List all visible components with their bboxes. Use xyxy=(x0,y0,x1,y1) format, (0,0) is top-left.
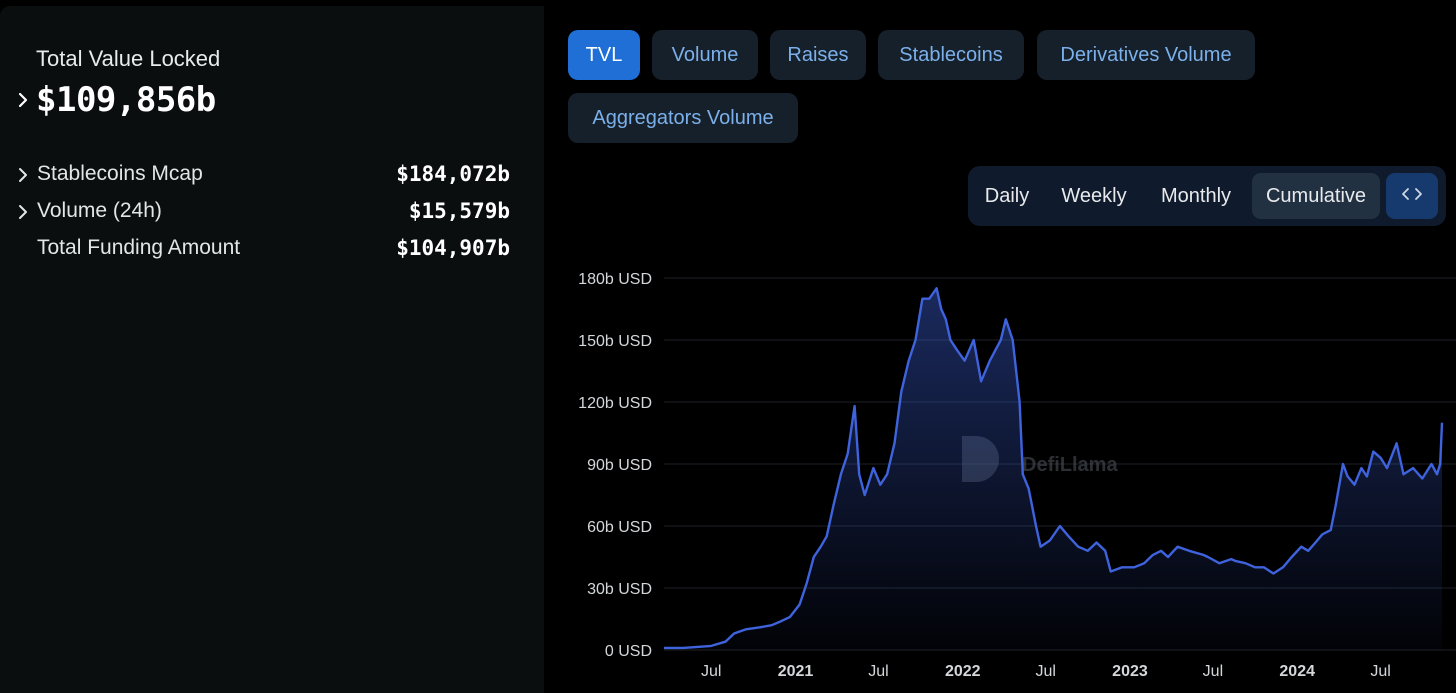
tvl-value: $109,856b xyxy=(36,80,216,120)
period-selector: Daily Weekly Monthly Cumulative xyxy=(968,166,1446,226)
y-tick-label: 30b USD xyxy=(587,581,652,598)
tab-stablecoins[interactable]: Stablecoins xyxy=(878,30,1024,80)
x-tick-label: 2021 xyxy=(778,663,814,680)
period-daily[interactable]: Daily xyxy=(984,185,1030,207)
chevron-right-icon[interactable] xyxy=(16,92,30,108)
stat-row-stablecoins[interactable]: Stablecoins Mcap $184,072b xyxy=(16,160,510,190)
embed-button[interactable] xyxy=(1386,173,1438,219)
tvl-line xyxy=(664,287,1444,650)
stat-label: Total Funding Amount xyxy=(37,236,241,259)
x-tick-label: Jul xyxy=(701,663,721,680)
stat-label: Stablecoins Mcap xyxy=(37,162,203,185)
code-icon xyxy=(1401,187,1423,206)
period-weekly[interactable]: Weekly xyxy=(1061,185,1127,207)
tab-raises[interactable]: Raises xyxy=(770,30,866,80)
x-tick-label: 2022 xyxy=(945,663,981,680)
period-cumulative[interactable]: Cumulative xyxy=(1252,173,1380,219)
period-monthly[interactable]: Monthly xyxy=(1160,185,1232,207)
watermark-text: DefiLlama xyxy=(1022,454,1118,476)
x-tick-label: Jul xyxy=(1203,663,1223,680)
stat-value: $184,072b xyxy=(396,162,510,186)
chevron-right-icon[interactable] xyxy=(16,204,30,220)
chevron-right-icon[interactable] xyxy=(16,167,30,183)
y-tick-label: 0 USD xyxy=(605,643,652,660)
tvl-area xyxy=(664,288,1442,650)
tab-tvl[interactable]: TVL xyxy=(568,30,640,80)
y-tick-label: 180b USD xyxy=(578,271,652,288)
tab-derivatives-volume[interactable]: Derivatives Volume xyxy=(1037,30,1255,80)
y-tick-label: 90b USD xyxy=(587,457,652,474)
tvl-chart: 0 USD 30b USD 60b USD 90b USD 120b USD 150b U… xyxy=(578,271,1456,680)
stat-row-volume[interactable]: Volume (24h) $15,579b xyxy=(16,197,510,227)
y-axis: 0 USD 30b USD 60b USD 90b USD 120b USD 150b U… xyxy=(578,271,652,660)
stat-value: $15,579b xyxy=(408,199,510,223)
y-tick-label: 120b USD xyxy=(578,395,652,412)
tab-volume[interactable]: Volume xyxy=(652,30,758,80)
x-tick-label: Jul xyxy=(868,663,888,680)
tvl-label: Total Value Locked xyxy=(36,46,221,71)
stat-row-funding: Total Funding Amount $104,907b xyxy=(16,234,510,264)
x-tick-label: 2023 xyxy=(1112,663,1148,680)
x-axis: Jul 2021 Jul 2022 Jul 2023 Jul 2024 Jul xyxy=(701,663,1391,680)
stat-label: Volume (24h) xyxy=(37,199,162,222)
x-tick-label: 2024 xyxy=(1279,663,1315,680)
stat-value: $104,907b xyxy=(396,236,510,260)
y-tick-label: 150b USD xyxy=(578,333,652,350)
overview-panel: Total Value Locked $109,856b Stablecoins… xyxy=(0,6,544,693)
tab-aggregators-volume[interactable]: Aggregators Volume xyxy=(568,93,798,143)
x-tick-label: Jul xyxy=(1035,663,1055,680)
y-tick-label: 60b USD xyxy=(587,519,652,536)
x-tick-label: Jul xyxy=(1370,663,1390,680)
